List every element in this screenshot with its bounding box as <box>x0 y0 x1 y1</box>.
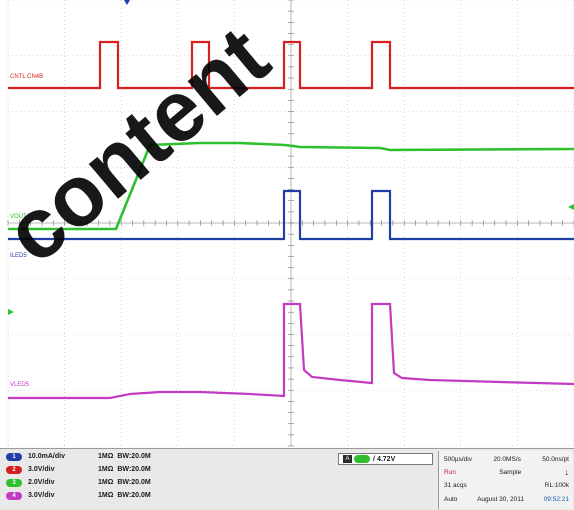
time: 09:52:21 <box>543 495 569 503</box>
resolution: 50.0ns/pt <box>542 455 569 463</box>
record-length: RL:100k <box>544 481 569 489</box>
ch2-badge[interactable]: 2 <box>6 465 22 474</box>
horizontal-scale: 500µs/div <box>444 455 472 463</box>
ch1-scale: 10.0mA/div <box>28 453 65 460</box>
ch1-badge[interactable]: 1 <box>6 452 22 461</box>
trigger-level-marker <box>568 204 574 210</box>
ch4-scale: 3.0V/div <box>28 492 55 499</box>
waveform-plot: CNTL CN4B VOUT ILED5 VLED5 <box>7 0 574 447</box>
timebase-row-1: 500µs/div 20.0MS/s 50.0ns/pt <box>444 454 569 464</box>
ch3-label: VOUT <box>10 214 27 220</box>
graticule <box>7 0 574 447</box>
ch3-coupling: 1MΩ <box>98 479 114 486</box>
ch3-bandwidth: BW:20.0M <box>117 479 151 486</box>
down-arrow-icon: ↓ <box>564 467 569 477</box>
timebase-row-3: 31 acqs RL:100k <box>444 480 569 490</box>
channel-row-1[interactable]: 1 10.0mA/div 1MΩ BW:20.0M <box>6 451 151 462</box>
date: August 30, 2011 <box>477 495 524 503</box>
ch2-scale: 3.0V/div <box>28 466 55 473</box>
ch4-label: VLED5 <box>10 382 30 388</box>
ch2-bandwidth: BW:20.0M <box>117 466 151 473</box>
ch4-badge[interactable]: 4 <box>6 491 22 500</box>
ch4-coupling: 1MΩ <box>98 492 114 499</box>
ch3-scale: 2.0V/div <box>28 479 55 486</box>
acquisition-state: Run <box>444 468 456 476</box>
trigger-channel-icon: A <box>343 455 352 463</box>
channel-row-3[interactable]: 3 2.0V/div 1MΩ BW:20.0M <box>6 477 151 488</box>
rising-edge-icon: / <box>373 455 375 463</box>
trigger-readout[interactable]: A / 4.72V <box>338 453 433 465</box>
ch2-trace <box>8 40 574 90</box>
trigger-position-marker <box>124 0 130 5</box>
ch4-bandwidth: BW:20.0M <box>117 492 151 499</box>
ch1-bandwidth: BW:20.0M <box>117 453 151 460</box>
ch2-coupling: 1MΩ <box>98 466 114 473</box>
trigger-level: 4.72V <box>376 455 396 463</box>
sample-rate: 20.0MS/s <box>493 455 521 463</box>
timebase-row-4: Auto August 30, 2011 09:52:21 <box>444 494 569 504</box>
ch4-trace <box>8 302 574 400</box>
timebase-readout[interactable]: 500µs/div 20.0MS/s 50.0ns/pt Run Sample … <box>438 451 573 509</box>
channel-row-4[interactable]: 4 3.0V/div 1MΩ BW:20.0M <box>6 490 151 501</box>
trigger-source-icon <box>354 455 370 463</box>
ch1-coupling: 1MΩ <box>98 453 114 460</box>
channel-row-2[interactable]: 2 3.0V/div 1MΩ BW:20.0M <box>6 464 151 475</box>
trigger-mode: Auto <box>444 495 458 503</box>
ch3-trace <box>8 141 574 231</box>
status-panel: 1 10.0mA/div 1MΩ BW:20.0M 2 3.0V/div 1MΩ… <box>0 448 574 510</box>
ch1-trace <box>8 189 574 241</box>
timebase-row-2: Run Sample ↓ <box>444 467 569 477</box>
ch3-ground-marker <box>8 309 14 315</box>
waveform-screen: CNTL CN4B VOUT ILED5 VLED5 <box>7 0 574 447</box>
acquisition-mode: Sample <box>499 468 522 476</box>
ch3-badge[interactable]: 3 <box>6 478 22 487</box>
ch2-label: CNTL CN4B <box>10 74 43 80</box>
ch1-label: ILED5 <box>10 253 27 259</box>
acquisition-count: 31 acqs <box>444 481 467 489</box>
